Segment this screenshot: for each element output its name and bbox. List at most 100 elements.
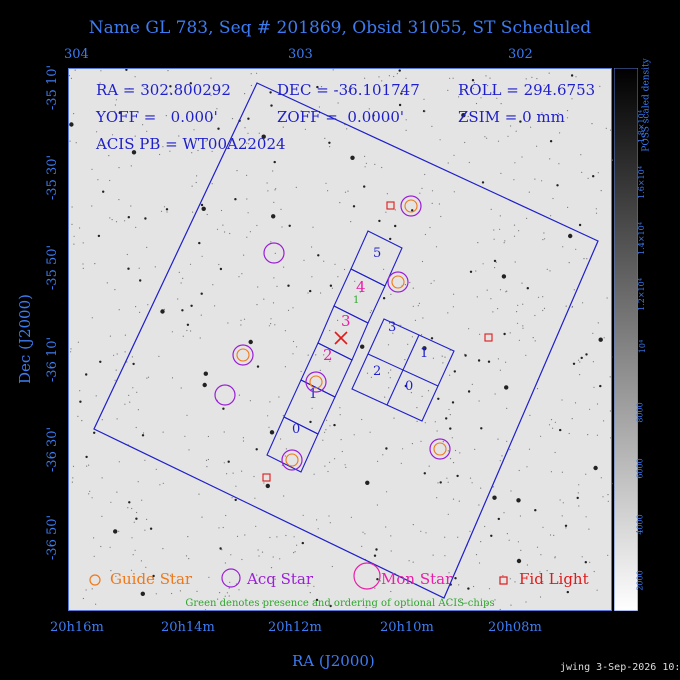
background-star [405,119,407,121]
background-star [453,154,455,156]
background-star [539,596,542,598]
background-star [190,330,192,332]
background-star [324,465,326,467]
chip-label: 3 [341,312,351,330]
background-star [210,77,212,79]
background-star [469,270,473,273]
background-star [595,212,598,214]
background-star [344,464,346,466]
background-star [544,238,546,240]
background-star [219,592,221,594]
chip-label: 1 [420,346,428,361]
background-star [578,505,580,507]
background-star [448,572,450,574]
background-star [266,182,268,184]
background-star [480,541,482,543]
background-star [198,241,201,245]
background-star [257,549,259,551]
background-star [382,297,386,300]
background-star [238,589,240,591]
legend-mon-star: Mon Star [381,570,453,588]
background-star [88,493,90,495]
background-star [282,126,284,128]
background-star [236,170,238,172]
background-star [217,127,220,130]
background-star [255,448,258,451]
background-star [445,417,448,420]
background-star [510,490,512,492]
background-star [422,346,427,351]
background-star [449,458,452,460]
background-star [75,142,77,144]
background-star [387,344,390,346]
background-star [222,407,225,410]
background-star [603,420,605,422]
background-star [280,438,282,440]
background-star [369,312,371,314]
background-star [436,430,438,432]
background-star [596,403,599,405]
background-star [100,545,102,548]
background-star [467,587,470,590]
background-star [437,482,439,484]
background-star [600,190,602,192]
background-star [270,318,272,320]
background-star [378,219,381,223]
background-star [520,549,522,551]
background-star [224,231,226,233]
background-star [460,599,462,601]
background-star [444,356,446,358]
info-zoff: ZOFF = 0.0000' [277,108,405,126]
background-star [481,181,485,184]
background-star [145,566,147,568]
background-star [257,286,259,288]
background-star [509,332,511,334]
background-star [517,541,519,543]
background-star [331,287,333,289]
background-star [414,319,416,321]
acq-star-legend-icon [221,568,241,588]
background-star [191,185,193,187]
chip-label: 2 [373,364,381,379]
background-star [605,127,607,129]
background-star [565,527,567,529]
background-star [295,186,297,188]
background-star [288,224,291,227]
background-star [423,98,425,100]
background-star [147,304,149,306]
background-star [114,110,116,112]
background-star [273,201,275,203]
background-star [394,209,396,211]
background-star [329,604,332,608]
background-star [475,102,478,105]
background-star [493,259,497,263]
background-star [144,217,147,220]
background-star [93,537,95,539]
dec-tick: -35 50' [45,244,61,291]
background-star [408,560,410,562]
background-star [518,339,520,341]
background-star [416,420,418,422]
background-star [115,99,117,101]
background-star [432,554,434,556]
background-star [276,536,278,538]
info-yoff: YOFF = 0.000' [96,108,218,126]
background-star [279,558,281,560]
background-star [141,499,143,501]
background-star [453,293,455,295]
background-star [559,499,561,501]
background-star [270,567,273,569]
background-star [139,279,142,282]
background-star [100,143,102,145]
background-star [135,426,137,429]
background-star [541,180,543,182]
background-star [91,588,93,590]
background-star [438,203,440,205]
colorbar-tick: 4000 [635,514,645,535]
background-star [315,598,319,602]
background-star [73,243,75,245]
background-star [571,418,573,420]
background-star [82,263,84,265]
background-star [211,117,214,119]
background-star [81,420,83,422]
